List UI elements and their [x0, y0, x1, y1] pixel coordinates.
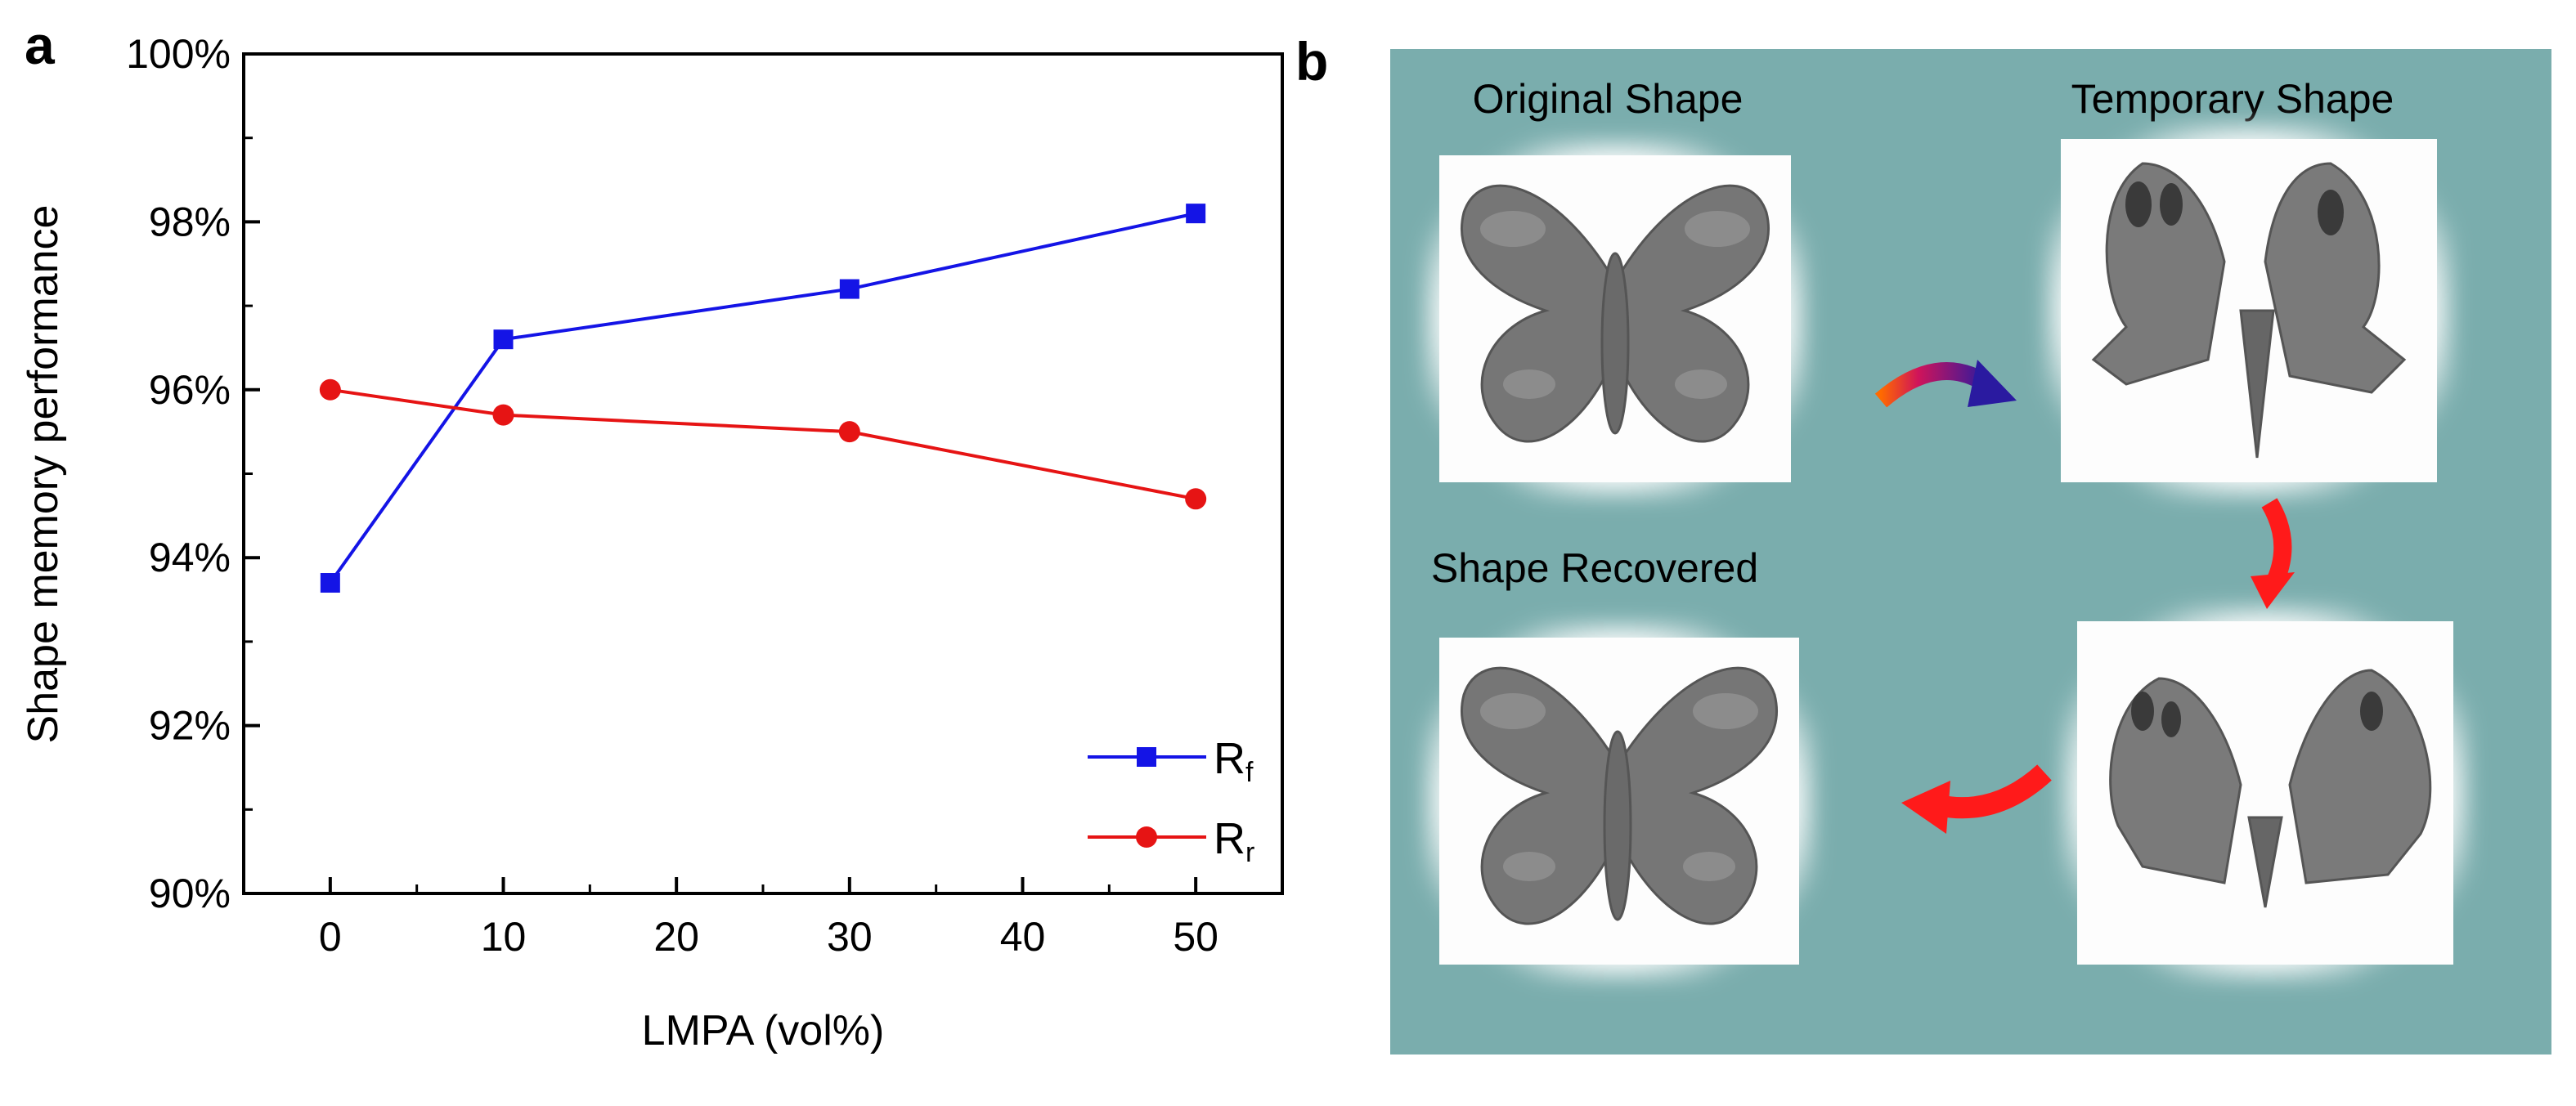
- caption-shape-recovered: Shape Recovered: [1431, 545, 1758, 591]
- legend-label-rr: Rr: [1214, 814, 1254, 868]
- y-tick-label: 92%: [149, 703, 231, 749]
- butterfly-flat-icon: [1461, 184, 1770, 443]
- series-layer: [319, 204, 1207, 593]
- panel-a: a 90% 92% 94% 96% 98% 100% 0 10 20 30 40 50 Shape …: [20, 15, 1284, 1055]
- y-tick-label: 94%: [149, 535, 231, 580]
- x-tick-label: 10: [481, 914, 527, 960]
- legend-entry-rf: Rf: [1088, 734, 1254, 788]
- data-point-rf: [493, 329, 514, 350]
- legend-marker-rr: [1136, 826, 1157, 848]
- legend-label-rf: Rf: [1214, 734, 1254, 788]
- legend-marker-rf: [1137, 747, 1156, 767]
- series-line-rf: [329, 212, 1196, 584]
- x-tick-label: 50: [1173, 914, 1218, 960]
- x-axis: 0 10 20 30 40 50: [319, 877, 1218, 960]
- data-point-rr: [492, 404, 514, 426]
- y-axis: 90% 92% 94% 96% 98% 100%: [126, 31, 260, 916]
- y-tick-label: 98%: [149, 199, 231, 244]
- chart: 90% 92% 94% 96% 98% 100% 0 10 20 30 40 50 Shape me…: [20, 31, 1284, 1055]
- legend-entry-rr: Rr: [1088, 814, 1254, 868]
- panel-label-a: a: [25, 15, 56, 75]
- caption-original-shape: Original Shape: [1473, 76, 1744, 122]
- plot-frame: [242, 52, 1284, 895]
- photo-intermediate-butterfly: [2061, 605, 2470, 981]
- panel-label-b: b: [1295, 31, 1328, 92]
- series-line-rr: [330, 387, 1196, 501]
- x-tick-label: 0: [319, 914, 342, 960]
- photo-recovered-butterfly: [1423, 621, 1815, 981]
- data-point-rr: [1185, 488, 1207, 510]
- butterfly-folded-icon: [2091, 162, 2407, 459]
- y-tick-label: 100%: [126, 31, 231, 77]
- x-tick-label: 20: [653, 914, 699, 960]
- x-axis-title: LMPA (vol%): [642, 1007, 885, 1055]
- y-tick-label: 90%: [149, 871, 231, 916]
- arrow-recover-left-icon: [1901, 764, 2052, 834]
- data-point-rr: [319, 378, 341, 401]
- x-tick-label: 30: [827, 914, 873, 960]
- panel-b: b Original Shape Temporary Shape Shape R…: [1295, 31, 2551, 1055]
- photo-temporary-butterfly: [2044, 123, 2453, 499]
- photo-original-butterfly: [1423, 139, 1807, 499]
- y-tick-label: 96%: [149, 367, 231, 413]
- x-tick-label: 40: [1000, 914, 1046, 960]
- data-point-rf: [320, 573, 340, 593]
- series-rr: [319, 378, 1207, 510]
- butterfly-recovered-icon: [1461, 666, 1778, 925]
- data-point-rf: [1186, 204, 1206, 224]
- y-axis-title: Shape memory performance: [20, 205, 67, 744]
- data-point-rf: [839, 279, 859, 299]
- caption-temporary-shape: Temporary Shape: [2071, 76, 2394, 122]
- arrow-recover-down-icon: [2251, 498, 2295, 609]
- arrow-heat-icon: [1874, 360, 2017, 408]
- legend: Rf Rr: [1088, 734, 1254, 868]
- series-rf: [320, 204, 1206, 593]
- data-point-rr: [838, 421, 860, 443]
